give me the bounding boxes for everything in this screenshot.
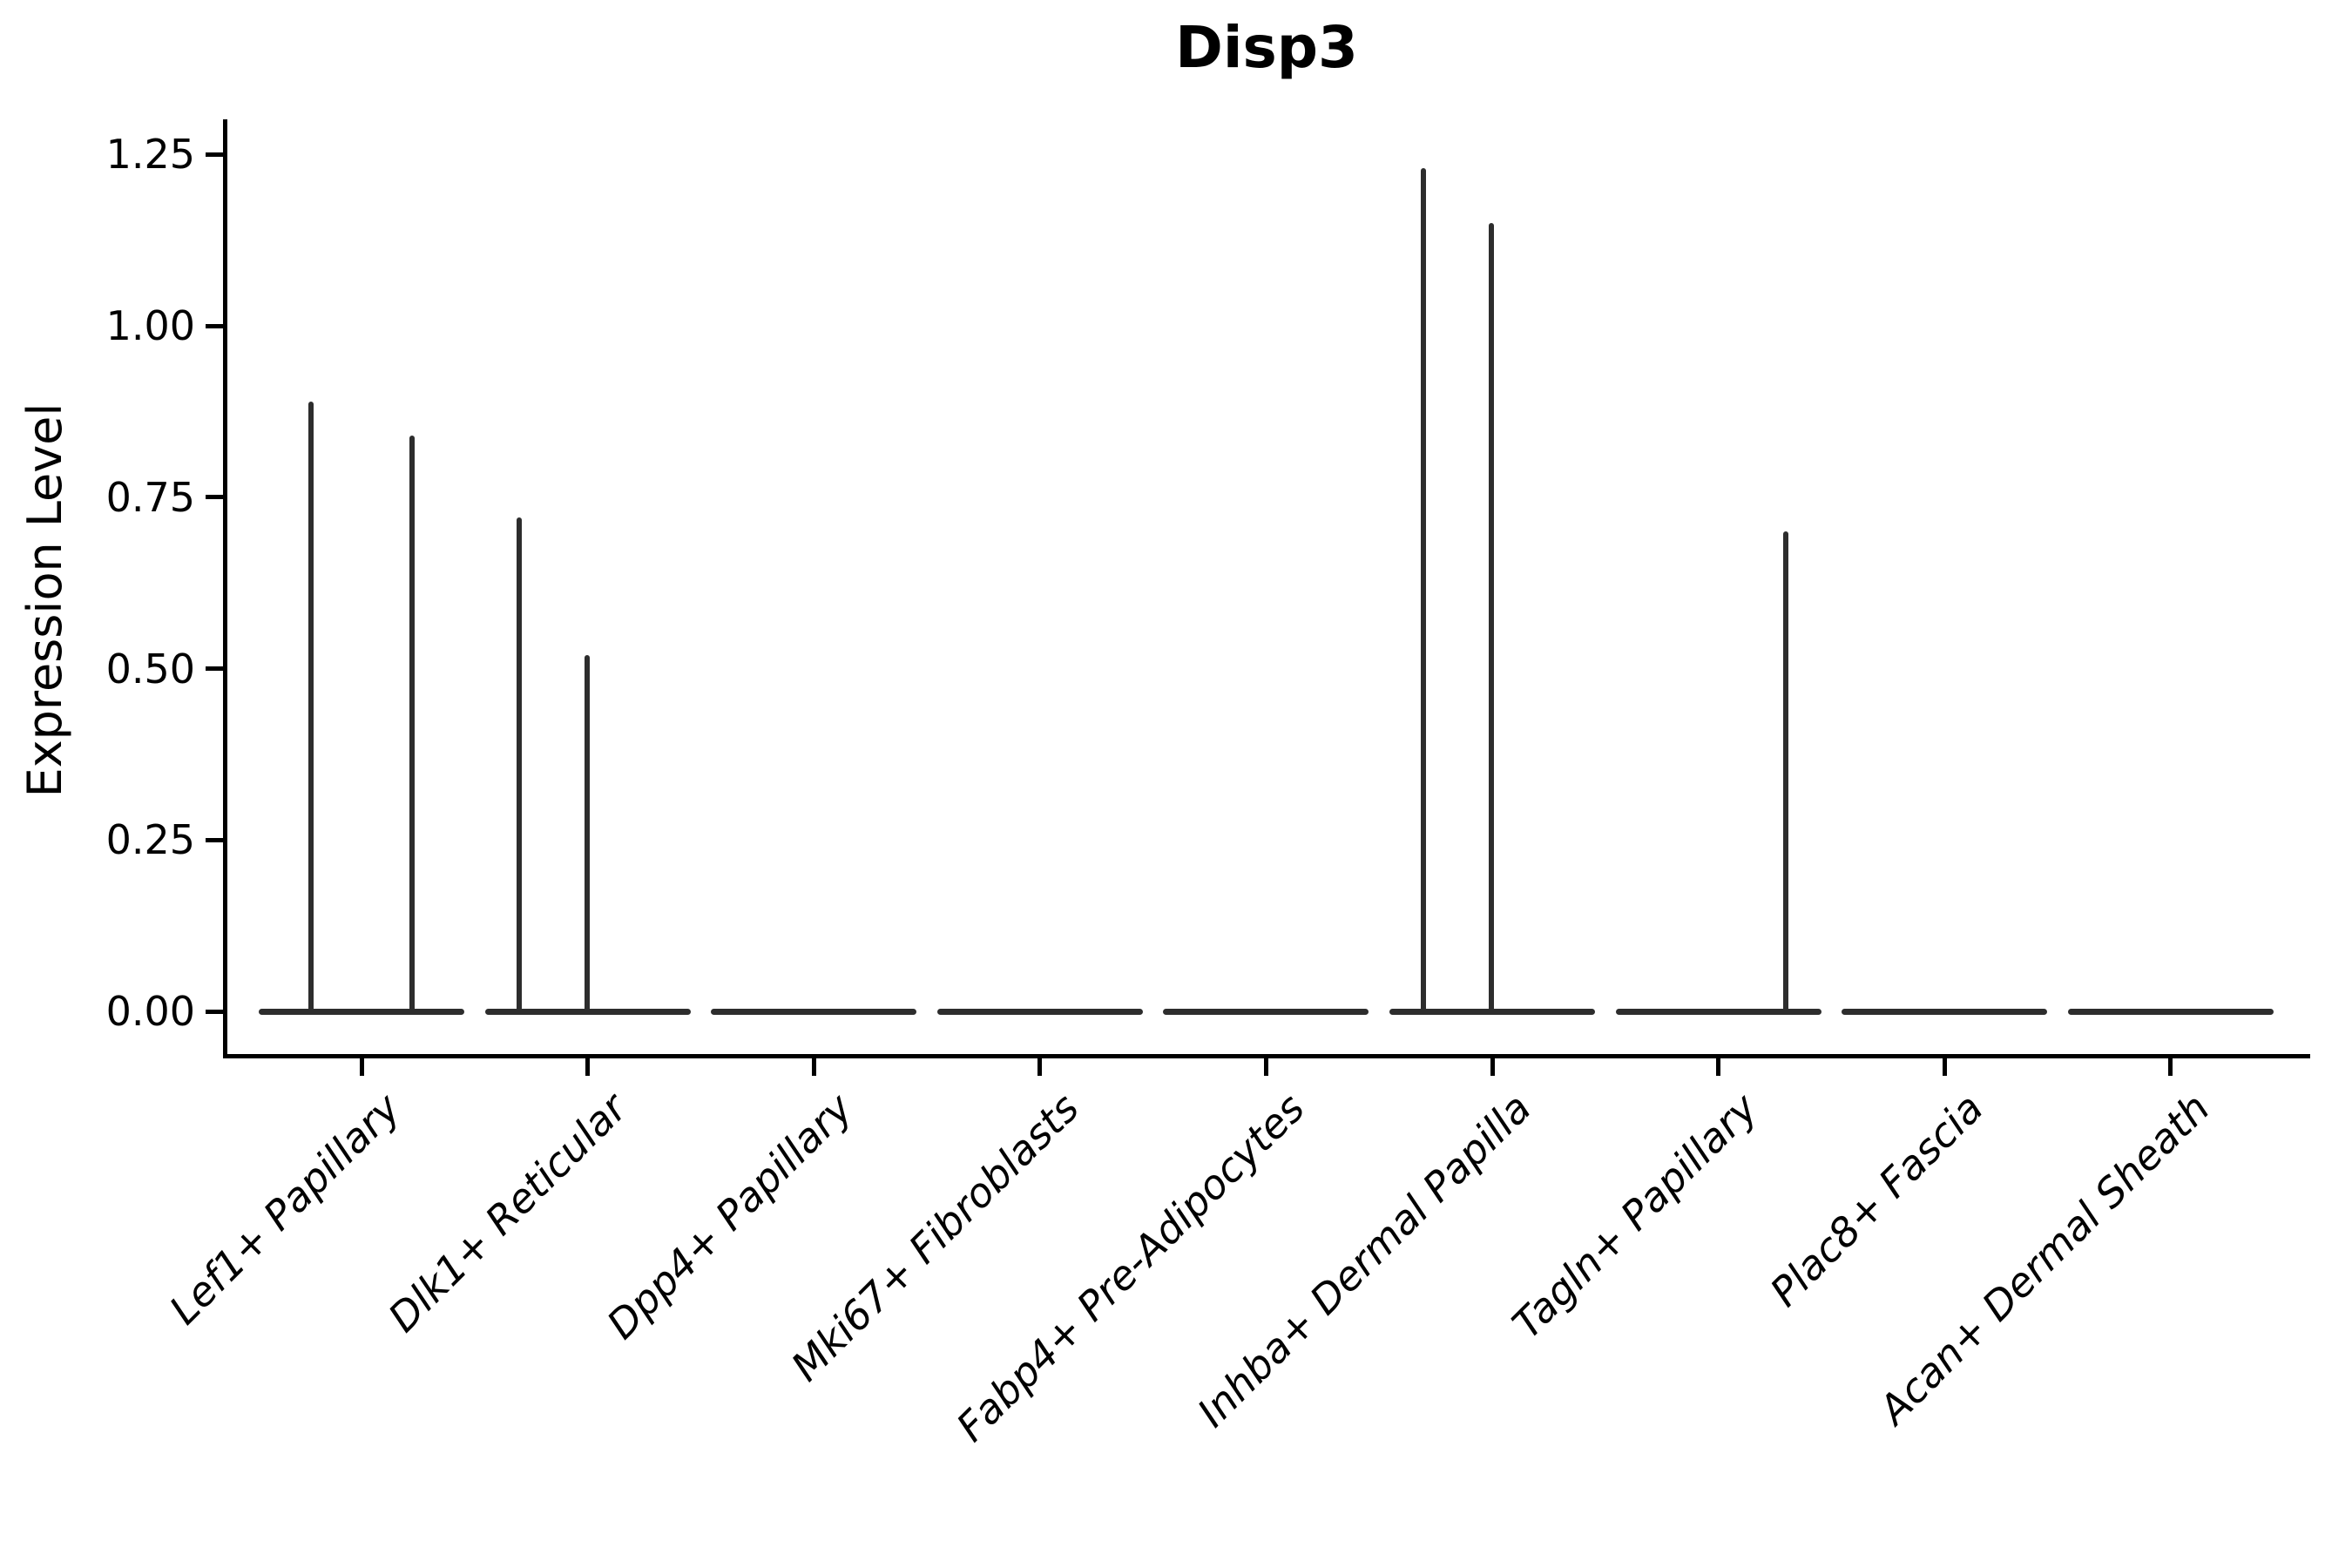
- violin-spike: [308, 401, 314, 1011]
- y-axis-spine: [223, 119, 227, 1058]
- violin-baseline: [259, 1008, 464, 1015]
- violin-spike: [1489, 223, 1494, 1011]
- y-tick-label: 0.25: [105, 816, 195, 864]
- x-tick-mark: [1716, 1057, 1721, 1076]
- x-tick-mark: [811, 1057, 816, 1076]
- y-tick-mark: [206, 495, 225, 500]
- y-axis-label: Expression Level: [17, 402, 72, 798]
- x-tick-mark: [1037, 1057, 1043, 1076]
- violin-spike: [1782, 531, 1788, 1011]
- y-tick-label: 0.50: [105, 645, 195, 693]
- violin-spike: [584, 654, 590, 1011]
- y-tick-mark: [206, 837, 225, 842]
- x-tick-mark: [1263, 1057, 1268, 1076]
- violin-baseline: [1842, 1008, 2048, 1015]
- y-tick-label: 0.00: [105, 988, 195, 1035]
- chart-title: Disp3: [1175, 14, 1358, 81]
- violin-baseline: [1389, 1008, 1595, 1015]
- y-tick-label: 1.25: [105, 131, 195, 179]
- violin-baseline: [936, 1008, 1143, 1015]
- y-tick-label: 0.75: [105, 473, 195, 521]
- y-tick-mark: [206, 152, 225, 157]
- x-tick-mark: [2168, 1057, 2173, 1076]
- violin-baseline: [1163, 1008, 1369, 1015]
- violin-baseline: [2067, 1008, 2274, 1015]
- x-tick-mark: [359, 1057, 364, 1076]
- violin-baseline: [711, 1008, 917, 1015]
- y-tick-label: 1.00: [105, 302, 195, 349]
- y-tick-mark: [206, 666, 225, 671]
- x-tick-mark: [1942, 1057, 1947, 1076]
- x-tick-mark: [585, 1057, 591, 1076]
- violin-spike: [516, 517, 522, 1011]
- violin-baseline: [1615, 1008, 1821, 1015]
- violin-spike: [409, 435, 415, 1011]
- violin-spike: [1421, 168, 1426, 1011]
- violin-baseline: [484, 1008, 691, 1015]
- y-tick-mark: [206, 1009, 225, 1014]
- x-axis-spine: [223, 1054, 2310, 1058]
- y-tick-mark: [206, 323, 225, 328]
- x-tick-mark: [1490, 1057, 1495, 1076]
